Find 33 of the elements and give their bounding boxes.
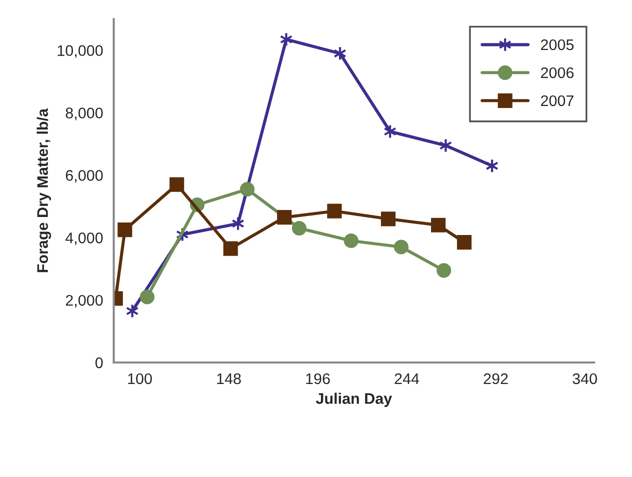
legend-label: 2005: [541, 39, 574, 50]
x-tick-label: 244: [394, 373, 420, 384]
point: [380, 212, 396, 226]
point: [223, 241, 238, 256]
x-tick-label: 292: [484, 373, 508, 384]
point: [277, 210, 292, 225]
y-tick-label: 4,000: [65, 232, 103, 246]
x-tick-label: 340: [572, 373, 597, 384]
legend-label: 2007: [541, 95, 574, 106]
point: [436, 263, 452, 278]
y-tick-label: 2,000: [66, 294, 103, 308]
point: [394, 240, 409, 254]
x-tick-label: 196: [306, 373, 330, 384]
point: [327, 204, 342, 218]
y-tick-label: 10,000: [58, 45, 103, 58]
y-axis-title: Forage Dry Matter, lb/a: [36, 108, 52, 272]
point: [431, 218, 446, 232]
point: [118, 222, 132, 238]
x-tick-label: 148: [217, 373, 241, 384]
point: [456, 235, 472, 250]
point: [240, 182, 255, 197]
point: [292, 220, 307, 236]
y-tick-label: 8,000: [66, 108, 103, 120]
point: [344, 233, 358, 248]
point: [140, 290, 154, 304]
y-tick-label: 6,000: [66, 170, 103, 183]
y-tick-label: 0: [95, 357, 103, 368]
x-tick-label: 100: [128, 373, 152, 384]
legend-label: 2006: [541, 67, 574, 78]
x-axis-title: Julian Day: [316, 392, 392, 407]
point: [439, 138, 452, 153]
point: [280, 32, 293, 47]
point: [170, 177, 184, 192]
